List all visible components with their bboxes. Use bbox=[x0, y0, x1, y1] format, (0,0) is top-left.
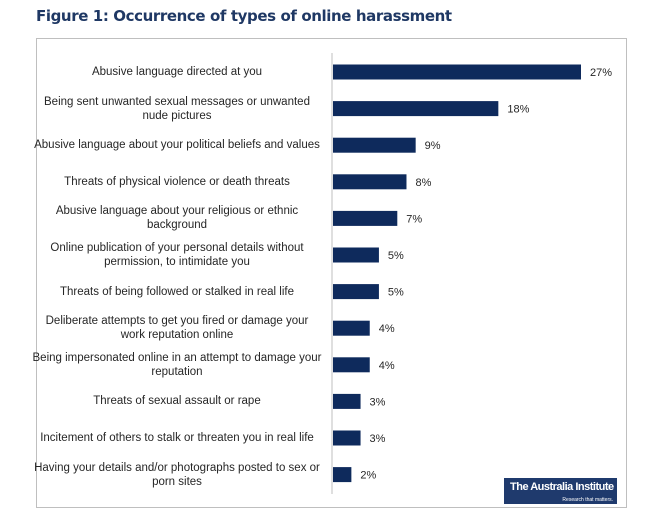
category-label: Deliberate attempts to get you fired or … bbox=[45, 315, 309, 342]
data-label: 4% bbox=[379, 360, 395, 372]
bar bbox=[333, 137, 416, 153]
data-label: 7% bbox=[406, 213, 422, 225]
category-label: Abusive language directed at you bbox=[91, 66, 263, 78]
bar bbox=[333, 284, 379, 300]
category-label: Threats of physical violence or death th… bbox=[64, 175, 290, 188]
logo-tagline: Research that matters. bbox=[562, 497, 613, 503]
data-label: 9% bbox=[425, 140, 441, 152]
bar bbox=[333, 210, 398, 226]
bar bbox=[333, 247, 379, 263]
category-label: Abusive language about your political be… bbox=[34, 139, 320, 152]
category-label: Being impersonated online in an attempt … bbox=[32, 351, 322, 378]
data-label: 3% bbox=[370, 396, 386, 408]
bar bbox=[333, 430, 361, 446]
australia-institute-logo: The Australia Institute Research that ma… bbox=[504, 478, 617, 504]
logo-name: The Australia Institute bbox=[510, 481, 614, 493]
category-label: Online publication of your personal deta… bbox=[50, 242, 304, 268]
bar bbox=[333, 320, 370, 336]
category-label: Incitement of others to stalk or threate… bbox=[40, 432, 314, 444]
data-label: 27% bbox=[590, 67, 612, 79]
bar bbox=[333, 357, 370, 373]
category-label: Threats of sexual assault or rape bbox=[93, 395, 261, 408]
data-label: 5% bbox=[388, 287, 404, 299]
data-label: 4% bbox=[379, 323, 395, 335]
data-label: 8% bbox=[415, 177, 431, 189]
category-label: Being sent unwanted sexual messages or u… bbox=[44, 95, 310, 122]
data-label: 5% bbox=[388, 250, 404, 262]
figure-title: Figure 1: Occurrence of types of online … bbox=[36, 7, 452, 25]
data-label: 18% bbox=[507, 104, 529, 116]
category-label: Having your details and/or photographs p… bbox=[34, 461, 320, 488]
bar bbox=[333, 64, 581, 80]
bar bbox=[333, 101, 499, 117]
chart-frame bbox=[36, 38, 627, 508]
category-label: Abusive language about your religious or… bbox=[55, 205, 299, 232]
bar bbox=[333, 174, 407, 190]
bar bbox=[333, 467, 352, 483]
category-label: Threats of being followed or stalked in … bbox=[60, 285, 294, 298]
data-label: 3% bbox=[370, 433, 386, 445]
data-label: 2% bbox=[360, 470, 376, 482]
bar bbox=[333, 393, 361, 409]
